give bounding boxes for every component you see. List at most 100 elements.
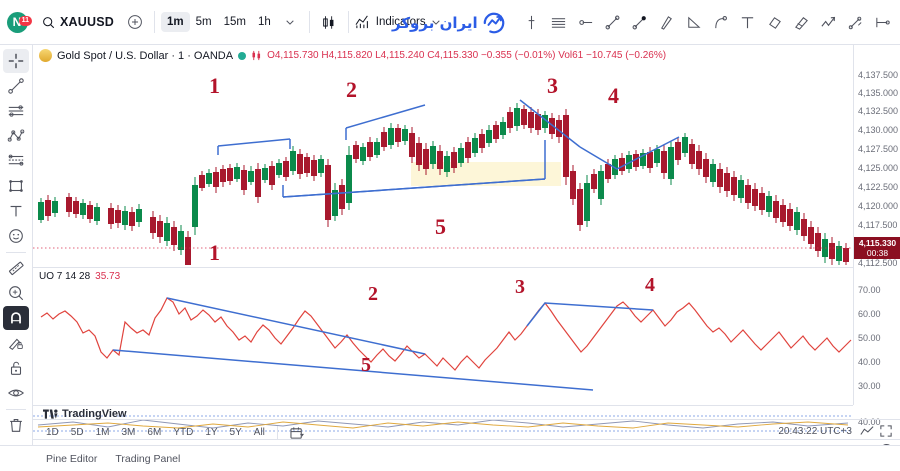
current-price-countdown: 00:38 [866,248,889,258]
trendline-4 [579,136,680,170]
add-symbol-button[interactable] [122,9,148,35]
price-tick: 4,137.500 [858,70,899,80]
pane-divider-1[interactable] [33,267,853,268]
chart-container[interactable]: Gold Spot / U.S. Dollar · 1 · OANDA O4,1… [33,45,900,471]
symbol-search-button[interactable]: XAUUSD [34,8,122,36]
pencil-lock-icon[interactable] [3,331,29,355]
text-tool-icon[interactable] [734,9,760,37]
brush-icon[interactable] [788,9,814,37]
annot-price-1a: 1 [209,73,220,98]
oscillator-legend: UO 7 14 28 35.73 [39,271,120,282]
left-drawing-toolbar [0,45,33,471]
trash-icon[interactable] [3,413,29,437]
zoom-in-icon[interactable] [3,281,29,305]
crosshair-icon[interactable] [3,49,29,73]
emoji-icon[interactable] [3,224,29,248]
price-tick: 4,127.500 [858,144,899,154]
triangle-icon[interactable] [680,9,706,37]
price-axis[interactable]: USD 4,137.500 4,135.000 4,132.500 4,130.… [853,45,900,427]
highlight-box [411,162,561,186]
chevron-down-icon[interactable] [277,9,303,35]
unlock-icon[interactable] [3,356,29,380]
text-tool-icon[interactable] [3,199,29,223]
magnet-line-icon[interactable] [842,9,868,37]
current-price-badge: 4,115.330 00:38 [854,237,900,259]
toolbar-divider [6,252,26,253]
long-position-icon[interactable] [896,9,900,37]
watermark-text: TradingView [62,408,127,420]
magnet-icon[interactable] [3,305,29,330]
candle-style-icon[interactable] [316,9,342,35]
symbol-label: XAUUSD [60,15,114,29]
range-ytd[interactable]: YTD [173,427,194,438]
chevron-down-icon[interactable] [431,17,441,27]
range-1y[interactable]: 1Y [205,427,218,438]
eye-icon[interactable] [3,381,29,405]
osc-trendline-2 [166,297,426,355]
rectangle-icon[interactable] [3,174,29,198]
indicators-button[interactable]: Indicators [355,15,441,29]
annot-price-3: 3 [547,73,558,98]
oscillator-label: UO 7 14 28 [39,271,91,282]
pane-divider-2[interactable] [33,405,853,406]
range-6m[interactable]: 6M [147,427,162,438]
oscillator-chart-svg[interactable]: 2 3 4 5 [33,270,853,405]
range-1m[interactable]: 1M [95,427,110,438]
horizontal-lines-icon[interactable] [3,99,29,123]
annot-price-1b: 1 [209,240,220,265]
candles-icon[interactable] [251,50,262,61]
trend-line-icon[interactable] [3,74,29,98]
annot-price-4: 4 [608,83,619,108]
tab-trading-panel[interactable]: Trading Panel [115,452,181,465]
drawing-tools-toolbar [518,0,900,45]
arrow-line-icon[interactable] [626,9,652,37]
oscillator-pane[interactable]: UO 7 14 28 35.73 2 3 4 5 [33,270,853,405]
tradingview-logo-icon [43,409,58,420]
chart-corner-controls [860,425,892,437]
tab-pine-editor[interactable]: Pine Editor [46,452,98,465]
range-5y[interactable]: 5Y [229,427,242,438]
mini-indicator-pane[interactable]: TradingView [33,407,853,439]
range-3m[interactable]: 3M [121,427,136,438]
timeframe-5m[interactable]: 5m [195,16,212,28]
curve-icon[interactable] [707,9,733,37]
annot-osc-2: 2 [368,283,378,305]
measure-icon[interactable] [869,9,895,37]
zigzag-arrow-icon[interactable] [815,9,841,37]
horizontal-lines-icon[interactable] [545,9,571,37]
horizontal-ray-icon[interactable] [572,9,598,37]
account-avatar[interactable]: N 11 [0,11,34,33]
range-1d[interactable]: 1D [46,427,59,438]
pitchfork-icon[interactable] [3,124,29,148]
annot-osc-4: 4 [645,274,655,296]
annot-price-2: 2 [346,77,357,102]
percent-log-icon[interactable] [860,425,874,437]
trend-line-icon[interactable] [599,9,625,37]
fullscreen-icon[interactable] [880,425,892,437]
calendar-icon[interactable] [285,423,310,443]
range-5d[interactable]: 5D [70,427,84,438]
fib-retracement-icon[interactable] [3,149,29,173]
eraser-icon[interactable] [761,9,787,37]
timeframe-1h[interactable]: 1h [257,16,271,28]
cross-line-icon[interactable] [518,9,544,37]
search-icon [42,16,55,29]
pitchfork-icon[interactable] [653,9,679,37]
price-tick: 4,130.000 [858,125,899,135]
market-open-dot [238,51,247,60]
price-pane[interactable]: Gold Spot / U.S. Dollar · 1 · OANDA O4,1… [33,45,853,265]
brand-text: ایران بروکر [392,14,478,32]
range-all[interactable]: All [253,427,265,438]
ruler-icon[interactable] [3,256,29,280]
osc-tick: 40.00 [858,357,881,367]
price-chart-svg[interactable]: 1 1 2 3 4 5 [33,45,853,265]
mini-chart-svg[interactable] [33,407,853,439]
price-tick: 4,125.000 [858,163,899,173]
osc-tick: 50.00 [858,333,881,343]
ohlc-values: O4,115.730 H4,115.820 L4,115.240 C4,115.… [267,50,667,61]
bottom-tab-bar: Pine Editor Trading Panel [0,445,900,471]
price-tick: 4,117.500 [858,220,898,230]
timeframe-1m[interactable]: 1m [160,12,190,32]
timeframe-15m[interactable]: 15m [223,16,246,28]
